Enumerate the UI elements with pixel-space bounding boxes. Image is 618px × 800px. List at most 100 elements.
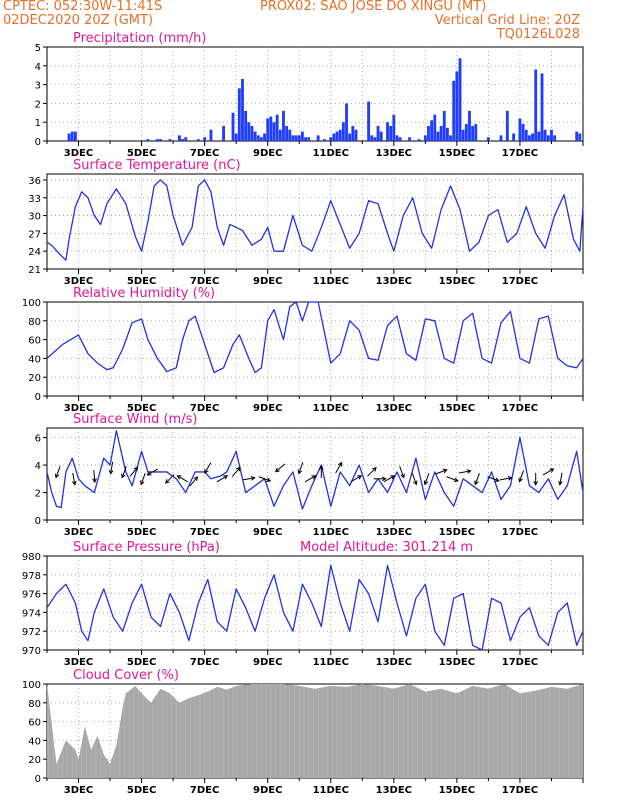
wind-arrow-head bbox=[92, 478, 97, 484]
wind-arrow-head bbox=[533, 481, 539, 486]
wind-arrow-shaft bbox=[93, 470, 96, 483]
pressure-ytick-label: 974 bbox=[22, 608, 41, 619]
precip-bar bbox=[237, 88, 241, 141]
precip-bar bbox=[285, 125, 289, 141]
precip-bar bbox=[345, 103, 348, 141]
cloud-panel bbox=[43, 683, 584, 783]
precip-bar bbox=[512, 133, 516, 141]
wind-arrow-shaft bbox=[258, 476, 271, 482]
precip-bar bbox=[266, 118, 270, 141]
precip-bar bbox=[376, 125, 380, 141]
wind-arrow-shaft bbox=[399, 466, 405, 478]
cloud-ytick-label: 20 bbox=[28, 755, 41, 766]
wind-arrow-head bbox=[236, 466, 241, 472]
wind-arrow-shaft bbox=[204, 462, 212, 474]
precip-xtick-label: 11DEC bbox=[313, 148, 349, 159]
temperature-ytick-label: 30 bbox=[28, 212, 41, 223]
cloud-xtick-label: 9DEC bbox=[253, 785, 282, 796]
temperature-title: Surface Temperature (nC) bbox=[73, 158, 241, 173]
humidity-xtick-label: 7DEC bbox=[190, 403, 219, 414]
wind-arrow bbox=[423, 472, 430, 486]
wind-arrow-head bbox=[146, 471, 152, 476]
precip-bar bbox=[436, 131, 440, 141]
precip-bar bbox=[338, 129, 342, 141]
precip-bar bbox=[370, 135, 374, 141]
precip-bar bbox=[464, 124, 468, 141]
precip-bar bbox=[471, 125, 475, 141]
precip-bar bbox=[531, 133, 534, 141]
wind-arrow bbox=[411, 472, 418, 486]
wind-arrow bbox=[446, 476, 459, 482]
precip-bar bbox=[178, 135, 181, 141]
wind-xtick-label: 9DEC bbox=[253, 527, 282, 538]
precip-bar bbox=[392, 114, 396, 141]
wind-arrow-shaft bbox=[72, 472, 76, 485]
precip-xtick-label: 3DEC bbox=[64, 148, 93, 159]
wind-arrow bbox=[458, 469, 472, 474]
wind-arrow bbox=[474, 472, 480, 486]
cloud-area bbox=[47, 684, 583, 778]
precip-bar bbox=[553, 135, 557, 141]
wind-xtick-label: 3DEC bbox=[64, 527, 93, 538]
wind-arrow bbox=[258, 476, 272, 482]
precip-bar bbox=[486, 137, 490, 141]
wind-arrow-head bbox=[223, 475, 229, 480]
precip-bar bbox=[341, 122, 345, 141]
wind-arrow bbox=[367, 466, 377, 477]
precip-bar bbox=[458, 58, 462, 141]
wind-arrow bbox=[487, 476, 500, 482]
cloud-xtick-label: 7DEC bbox=[190, 785, 219, 796]
precip-bar bbox=[442, 110, 446, 141]
precip-bar bbox=[196, 139, 200, 141]
precip-bar bbox=[234, 133, 238, 141]
cloud-ytick-label: 80 bbox=[28, 699, 41, 710]
wind-arrow-head bbox=[297, 469, 303, 475]
precip-bar bbox=[427, 125, 430, 141]
wind-arrow-shaft bbox=[446, 476, 458, 482]
humidity-frame bbox=[46, 301, 584, 397]
wind-arrow-shaft bbox=[140, 472, 146, 485]
wind-arrow bbox=[140, 472, 146, 486]
precip-bar bbox=[209, 129, 213, 141]
humidity-ytick-label: 80 bbox=[28, 317, 41, 328]
precip-bar bbox=[282, 110, 285, 141]
precip-bar bbox=[543, 129, 547, 141]
precip-bar bbox=[263, 133, 266, 141]
humidity-ytick-label: 20 bbox=[28, 373, 41, 384]
wind-arrow-head bbox=[549, 468, 555, 473]
wind-arrow-head bbox=[204, 469, 209, 474]
wind-arrow-shaft bbox=[189, 476, 198, 487]
precip-bar bbox=[241, 78, 244, 141]
precip-bar bbox=[168, 139, 172, 141]
precip-bar bbox=[430, 120, 434, 141]
temperature-series-line bbox=[46, 179, 584, 261]
wind-arrow bbox=[216, 475, 229, 483]
precip-bar bbox=[373, 137, 377, 141]
wind-arrow-head bbox=[133, 466, 139, 472]
precip-bar bbox=[269, 116, 273, 141]
humidity-ytick-label: 0 bbox=[35, 392, 41, 403]
precip-bar bbox=[159, 139, 162, 141]
wind-xtick-label: 11DEC bbox=[313, 527, 349, 538]
wind-arrow-head bbox=[390, 475, 396, 480]
pressure-frame bbox=[46, 555, 584, 651]
precip-bar bbox=[244, 110, 248, 141]
precip-bar bbox=[518, 118, 522, 141]
pressure-xtick-label: 11DEC bbox=[313, 657, 349, 668]
precip-bar bbox=[461, 129, 465, 141]
precip-xtick-label: 5DEC bbox=[127, 148, 156, 159]
pressure-xtick-label: 3DEC bbox=[64, 657, 93, 668]
humidity-ytick-label: 60 bbox=[28, 336, 41, 347]
temperature-ytick-label: 33 bbox=[28, 194, 41, 205]
pressure-xtick-label: 5DEC bbox=[127, 657, 156, 668]
wind-arrow-head bbox=[318, 464, 324, 470]
wind-arrow-head bbox=[311, 475, 317, 480]
wind-arrow-head bbox=[357, 475, 363, 480]
precip-bar bbox=[546, 135, 550, 141]
precip-bar bbox=[146, 139, 150, 141]
model-id: TQ0126L028 bbox=[496, 27, 580, 42]
pressure-xtick-label: 9DEC bbox=[253, 657, 282, 668]
wind-arrow-shaft bbox=[335, 462, 343, 474]
wind-arrow-shaft bbox=[231, 467, 241, 477]
wind-arrow-shaft bbox=[424, 472, 430, 485]
